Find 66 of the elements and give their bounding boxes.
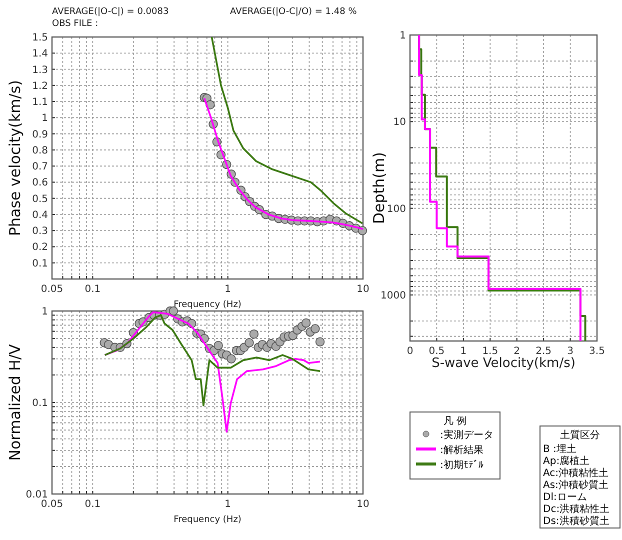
- y-tick-label: 0.9: [32, 129, 48, 140]
- y-axis-title: Normalized H/V: [6, 344, 24, 461]
- legend-label: :初期ﾓﾃﾞﾙ: [440, 459, 484, 471]
- x-tick-label: 0: [406, 346, 414, 357]
- y-tick-label: 0.7: [32, 162, 48, 173]
- text: Ac:沖積粘性土: [543, 467, 609, 479]
- x-tick-label: 1: [224, 284, 232, 295]
- point: [214, 340, 223, 350]
- x-tick-label: 0.05: [40, 499, 64, 510]
- y-tick-label: 1: [42, 306, 48, 318]
- x-tick-label: 1: [224, 499, 232, 510]
- point: [244, 338, 254, 348]
- x-axis-title: S-wave Velocity(km/s): [432, 356, 576, 371]
- y-tick-label: 0.2: [32, 242, 48, 254]
- x-tick-label: 0.1: [84, 284, 101, 295]
- y-tick-label: 0.1: [32, 398, 48, 409]
- text: As:沖積砂質土: [543, 479, 608, 491]
- legend-label: :解析結果: [440, 444, 484, 456]
- x-tick-label: 3.5: [589, 346, 605, 357]
- x-tick-label: 1.5: [482, 346, 498, 357]
- point: [226, 354, 236, 364]
- y-axis-title: Depth(m): [370, 152, 388, 224]
- y-tick-label: 0.8: [32, 145, 48, 156]
- text: Ds:洪積砂質土: [543, 515, 610, 527]
- text: Dc:洪積粘性土: [543, 503, 610, 515]
- y-tick-label: 100: [386, 204, 406, 215]
- x-tick-label: 10: [356, 284, 370, 295]
- x-tick-label: 0.1: [84, 499, 101, 510]
- legend-label: :実測データ: [440, 429, 494, 441]
- legend-title: 凡 例: [443, 416, 467, 427]
- y-axis-title: Phase velocity(km/s): [6, 80, 24, 236]
- point: [310, 324, 320, 334]
- point: [301, 318, 311, 328]
- text: 土質区分: [560, 429, 600, 441]
- y-tick-label: 1: [42, 113, 48, 124]
- point: [315, 337, 325, 346]
- text: Dl:ローム: [543, 492, 587, 503]
- y-tick-label: 0.5: [32, 194, 48, 205]
- y-tick-label: 0.01: [26, 490, 48, 500]
- y-tick-label: 0.3: [32, 226, 48, 238]
- y-tick-label: 1.2: [32, 80, 48, 92]
- x-tick-label: 0.05: [40, 284, 64, 295]
- x-tick-label: 3: [567, 346, 574, 357]
- y-tick-label: 1.5: [32, 32, 48, 44]
- text: AVERAGE(|O-C|) = 0.0083: [52, 7, 169, 17]
- text: OBS FILE :: [52, 19, 98, 29]
- text: Ap:腐植土: [543, 455, 590, 467]
- x-tick-label: 2.5: [536, 346, 552, 357]
- x-tick-label: 1: [460, 346, 467, 357]
- y-tick-label: 10: [393, 117, 406, 128]
- y-tick-label: 1000: [380, 290, 406, 302]
- text: AVERAGE(|O-C|/O) = 1.48 %: [230, 7, 358, 17]
- y-tick-label: 1.3: [32, 64, 48, 76]
- x-axis-title: Frequency (Hz): [174, 515, 242, 525]
- x-tick-label: 2: [514, 346, 520, 357]
- y-tick-label: 1.1: [32, 97, 48, 108]
- point: [249, 329, 259, 339]
- text: B :埋土: [543, 443, 576, 455]
- y-tick-label: 1.4: [32, 48, 48, 60]
- y-tick-label: 0.4: [32, 210, 48, 221]
- x-axis-title: Frequency (Hz): [174, 300, 242, 310]
- y-tick-label: 0.1: [32, 258, 48, 270]
- y-tick-label: 1: [400, 30, 406, 42]
- x-tick-label: 0.5: [428, 346, 445, 357]
- x-tick-label: 10: [356, 499, 370, 510]
- y-tick-label: 0.6: [32, 178, 48, 189]
